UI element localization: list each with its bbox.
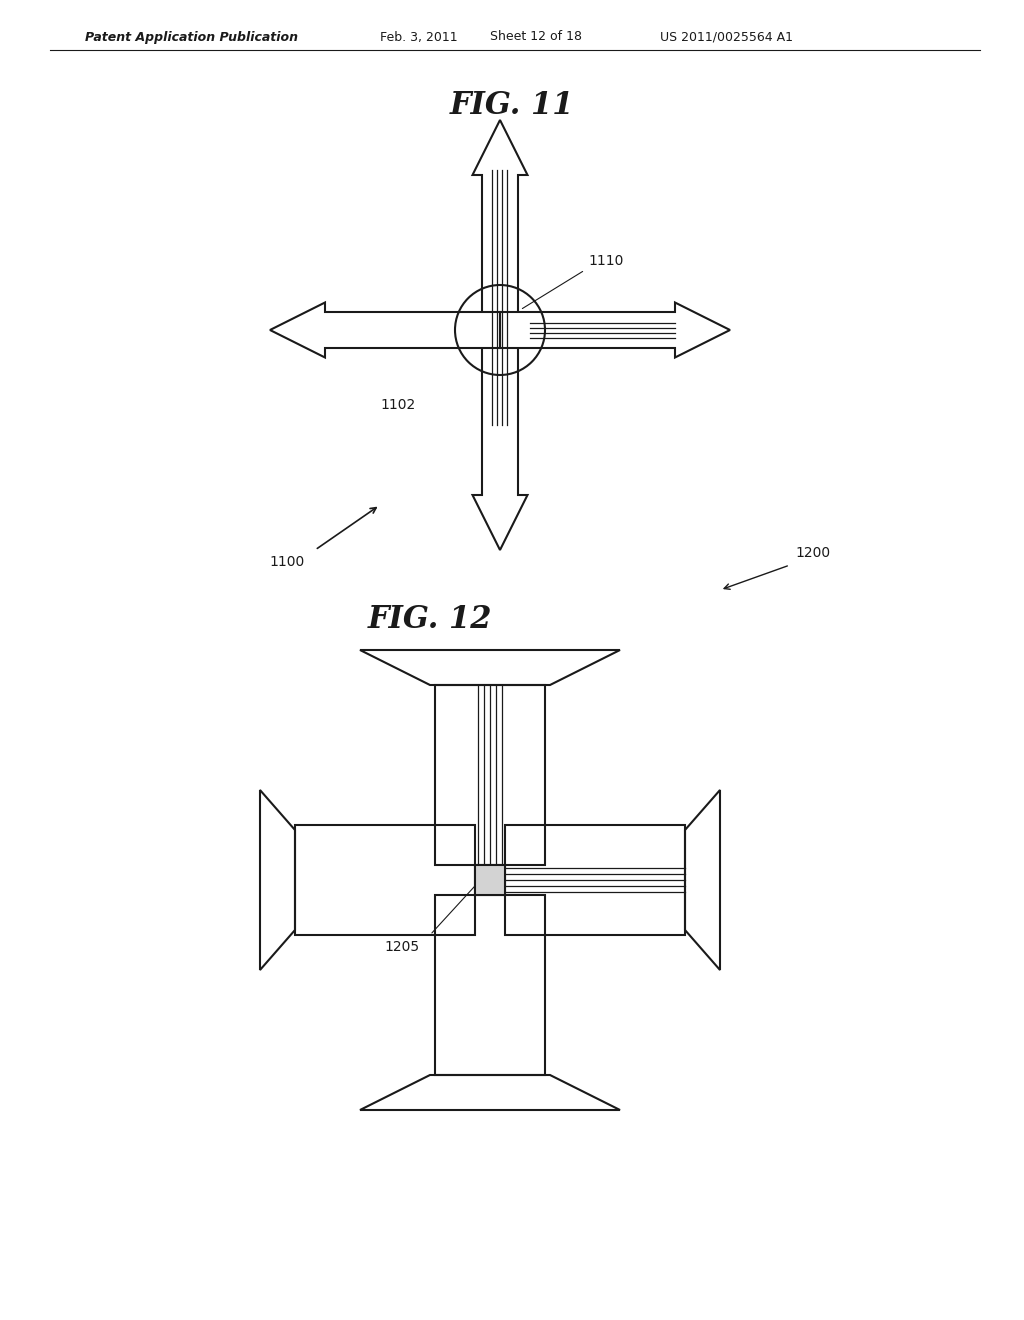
Text: FIG. 12: FIG. 12 xyxy=(368,605,493,635)
Text: US 2011/0025564 A1: US 2011/0025564 A1 xyxy=(660,30,793,44)
Bar xyxy=(295,825,475,935)
Text: 1205: 1205 xyxy=(385,940,420,954)
FancyArrow shape xyxy=(472,330,527,550)
Text: 1110: 1110 xyxy=(588,253,624,268)
FancyArrow shape xyxy=(472,120,527,330)
Text: Patent Application Publication: Patent Application Publication xyxy=(85,30,298,44)
Bar xyxy=(475,865,505,895)
FancyArrow shape xyxy=(270,302,500,358)
Bar xyxy=(435,685,545,865)
FancyArrow shape xyxy=(500,302,730,358)
Text: 1102: 1102 xyxy=(380,399,416,412)
Text: Feb. 3, 2011: Feb. 3, 2011 xyxy=(380,30,458,44)
Text: 1100: 1100 xyxy=(269,554,305,569)
Bar xyxy=(505,825,685,935)
Bar xyxy=(435,895,545,1074)
Text: 1200: 1200 xyxy=(795,546,830,560)
Text: FIG. 11: FIG. 11 xyxy=(450,90,574,120)
Text: Sheet 12 of 18: Sheet 12 of 18 xyxy=(490,30,582,44)
